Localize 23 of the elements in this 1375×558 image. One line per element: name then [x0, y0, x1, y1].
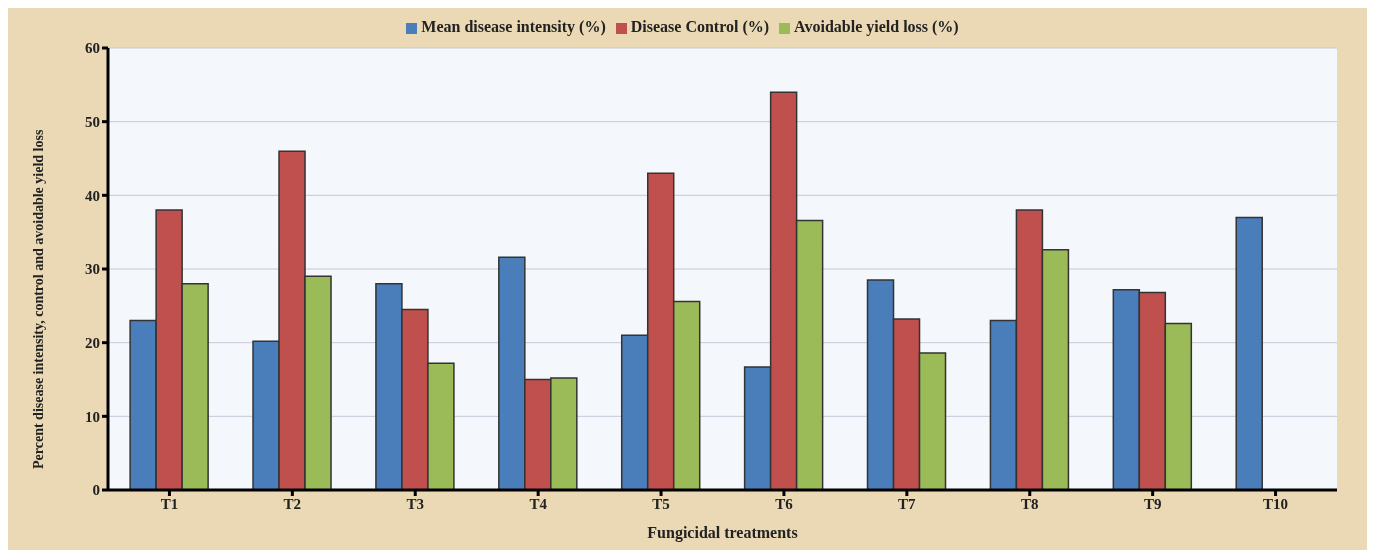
y-tick-label: 20: [85, 334, 100, 351]
y-tick-label: 30: [85, 261, 100, 278]
x-tick-label: T4: [529, 495, 548, 512]
x-tick-label: T7: [898, 495, 917, 512]
x-axis-title: Fungicidal treatments: [647, 524, 798, 542]
legend-label: Mean disease intensity (%): [421, 18, 606, 35]
y-tick-label: 60: [85, 40, 100, 57]
y-tick-label: 10: [85, 408, 100, 425]
x-tick-label: T1: [160, 495, 179, 512]
y-axis-title: Percent disease intensity, control and avoidable yield loss: [30, 129, 46, 469]
legend-label: Disease Control (%): [630, 18, 770, 35]
x-tick-label: T6: [775, 495, 794, 512]
x-tick-label: T2: [283, 495, 302, 512]
x-tick-label: T9: [1143, 495, 1162, 512]
x-tick-label: T8: [1020, 495, 1039, 512]
legend-label: Avoidable yield loss (%): [794, 18, 959, 35]
y-tick-label: 50: [85, 113, 100, 130]
x-tick-label: T10: [1263, 495, 1289, 512]
x-tick-label: T3: [406, 495, 425, 512]
bar: [1235, 216, 1263, 490]
x-tick-label: T5: [652, 495, 670, 512]
y-tick-label: 0: [92, 482, 100, 499]
y-tick-label: 40: [85, 187, 100, 204]
